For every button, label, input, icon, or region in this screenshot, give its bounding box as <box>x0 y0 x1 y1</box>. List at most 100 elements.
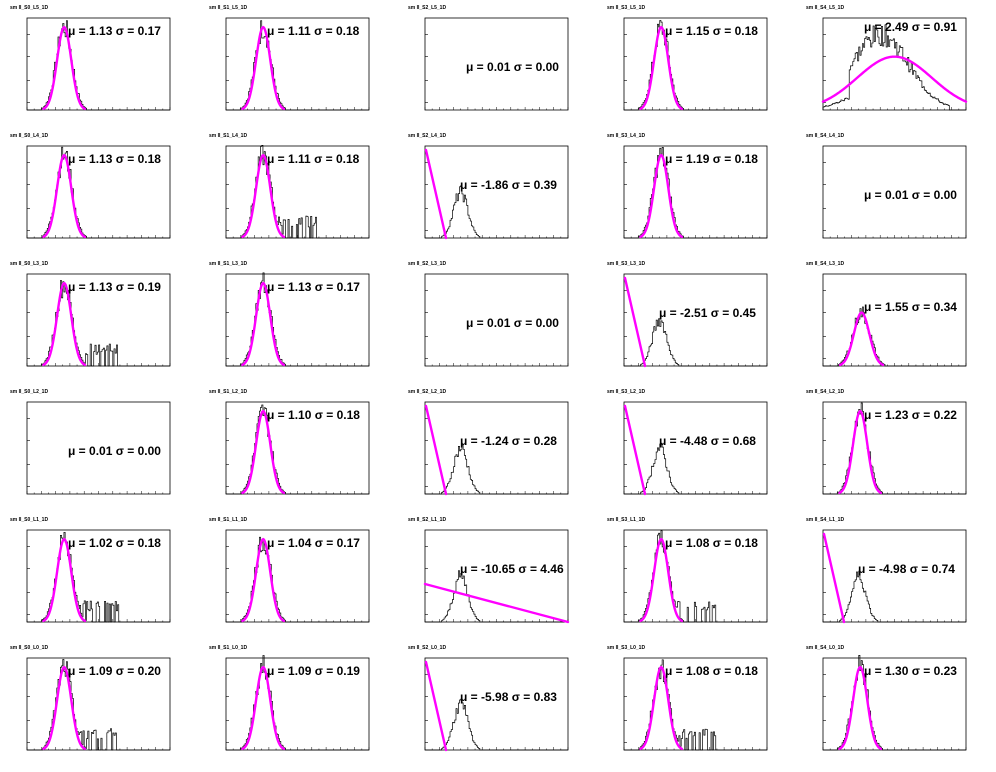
fit-curve <box>838 665 883 751</box>
mu-symbol: μ = <box>665 536 687 550</box>
mu-symbol: μ = <box>466 316 488 330</box>
histogram-bars <box>823 570 966 623</box>
mu-value: 1.11 <box>288 152 311 166</box>
fit-curve <box>241 409 286 495</box>
sigma-value: 0.19 <box>137 280 161 294</box>
sigma-value: 0.17 <box>336 536 360 550</box>
sigma-symbol: σ = <box>112 280 138 294</box>
plot-frame <box>822 529 967 623</box>
panel-title: sm II_S1_L4_1D <box>209 133 248 139</box>
sigma-symbol: σ = <box>510 316 536 330</box>
plot-frame <box>424 529 569 623</box>
histogram-panel: sm II_S4_L2_1D μ = 1.23 σ = 0.22 <box>796 384 995 512</box>
histogram-plot <box>225 529 370 623</box>
sigma-symbol: σ = <box>310 152 336 166</box>
histogram-plot <box>26 529 171 623</box>
sigma-value: 0.68 <box>732 434 756 448</box>
sigma-symbol: σ = <box>112 664 138 678</box>
panel-title: sm II_S4_L2_1D <box>806 389 845 395</box>
fit-stats-label: μ = 1.55 σ = 0.34 <box>864 300 957 314</box>
sigma-symbol: σ = <box>112 24 138 38</box>
mu-value: 1.13 <box>89 280 113 294</box>
mu-symbol: μ = <box>864 20 886 34</box>
panel-title: sm II_S0_L4_1D <box>10 133 49 139</box>
histogram-plot <box>424 145 569 240</box>
sigma-symbol: σ = <box>908 408 934 422</box>
sigma-value: 0.00 <box>137 444 161 458</box>
histogram-panel: sm II_S3_L5_1D μ = 1.15 σ = 0.18 <box>597 0 796 128</box>
histogram-plot <box>822 401 967 495</box>
sigma-value: 0.18 <box>734 536 758 550</box>
histogram-panel: sm II_S2_L2_1D μ = -1.24 σ = 0.28 <box>398 384 597 512</box>
histogram-panel: sm II_S0_L5_1D μ = 1.13 σ = 0.17 <box>0 0 199 128</box>
sigma-symbol: σ = <box>908 188 934 202</box>
panel-title: sm II_S4_L5_1D <box>806 5 845 11</box>
histogram-plot <box>26 145 171 239</box>
fit-stats-label: μ = 1.23 σ = 0.22 <box>864 408 957 422</box>
panel-title: sm II_S4_L0_1D <box>806 645 845 651</box>
sigma-value: 0.91 <box>933 20 957 34</box>
histogram-plot <box>822 529 967 624</box>
mu-value: 0.01 <box>89 444 113 458</box>
histogram-panel: sm II_S3_L4_1D μ = 1.19 σ = 0.18 <box>597 128 796 256</box>
histogram-panel: sm II_S0_L3_1D μ = 1.13 σ = 0.19 <box>0 256 199 384</box>
histogram-plot <box>26 17 171 111</box>
fit-curve <box>241 281 286 367</box>
mu-value: 1.13 <box>288 280 312 294</box>
histogram-bars <box>624 147 767 239</box>
fit-stats-label: μ = 0.01 σ = 0.00 <box>68 444 161 458</box>
sigma-symbol: σ = <box>709 536 735 550</box>
mu-symbol: μ = <box>68 152 90 166</box>
histogram-plot <box>26 657 171 751</box>
histogram-panel: sm II_S0_L0_1D μ = 1.09 σ = 0.20 <box>0 640 199 768</box>
histogram-plot <box>822 273 967 367</box>
mu-value: -10.65 <box>481 562 516 576</box>
fit-stats-label: μ = 1.08 σ = 0.18 <box>665 536 758 550</box>
mu-symbol: μ = <box>460 562 482 576</box>
histogram-panel: sm II_S1_L1_1D μ = 1.04 σ = 0.17 <box>199 512 398 640</box>
plot-frame <box>623 401 768 495</box>
sigma-symbol: σ = <box>709 664 735 678</box>
panel-title: sm II_S1_L1_1D <box>209 517 248 523</box>
sigma-symbol: σ = <box>908 20 934 34</box>
fit-stats-label: μ = 1.04 σ = 0.17 <box>267 536 360 550</box>
plot-frame <box>623 273 768 367</box>
histogram-bars <box>624 318 767 367</box>
mu-symbol: μ = <box>864 300 886 314</box>
fit-curve <box>423 582 570 624</box>
histogram-bars <box>425 185 568 239</box>
histogram-panel: sm II_S1_L5_1D μ = 1.11 σ = 0.18 <box>199 0 398 128</box>
fit-stats-label: μ = 1.02 σ = 0.18 <box>68 536 161 550</box>
mu-value: 1.15 <box>686 24 710 38</box>
panel-title: sm II_S4_L3_1D <box>806 261 845 267</box>
fit-stats-label: μ = 1.09 σ = 0.19 <box>267 664 360 678</box>
mu-value: 1.04 <box>288 536 312 550</box>
histogram-bars <box>823 402 966 495</box>
histogram-plot <box>822 655 967 751</box>
histogram-bars <box>425 444 568 495</box>
panel-title: sm II_S3_L2_1D <box>607 389 646 395</box>
histogram-bars <box>624 442 767 495</box>
fit-stats-label: μ = -10.65 σ = 4.46 <box>460 562 564 576</box>
histogram-panel: sm II_S4_L5_1D μ = 2.49 σ = 0.91 <box>796 0 995 128</box>
fit-curve <box>639 153 684 239</box>
histogram-panel: sm II_S3_L2_1D μ = -4.48 σ = 0.68 <box>597 384 796 512</box>
fit-curve <box>424 148 448 240</box>
fit-stats-label: μ = -1.86 σ = 0.39 <box>460 178 557 192</box>
sigma-value: 0.39 <box>533 178 557 192</box>
panel-title: sm II_S2_L2_1D <box>408 389 447 395</box>
sigma-value: 0.45 <box>732 306 756 320</box>
panel-title: sm II_S3_L0_1D <box>607 645 646 651</box>
sigma-symbol: σ = <box>908 664 934 678</box>
panel-title: sm II_S2_L3_1D <box>408 261 447 267</box>
fit-stats-label: μ = 0.01 σ = 0.00 <box>466 316 559 330</box>
mu-value: -5.98 <box>481 690 509 704</box>
sigma-value: 0.34 <box>933 300 957 314</box>
mu-value: -4.48 <box>680 434 708 448</box>
sigma-symbol: σ = <box>709 152 735 166</box>
mu-value: 1.02 <box>89 536 113 550</box>
mu-symbol: μ = <box>864 664 886 678</box>
sigma-symbol: σ = <box>906 562 932 576</box>
histogram-panel: sm II_S2_L5_1D μ = 0.01 σ = 0.00 <box>398 0 597 128</box>
fit-stats-label: μ = 2.49 σ = 0.91 <box>864 20 957 34</box>
